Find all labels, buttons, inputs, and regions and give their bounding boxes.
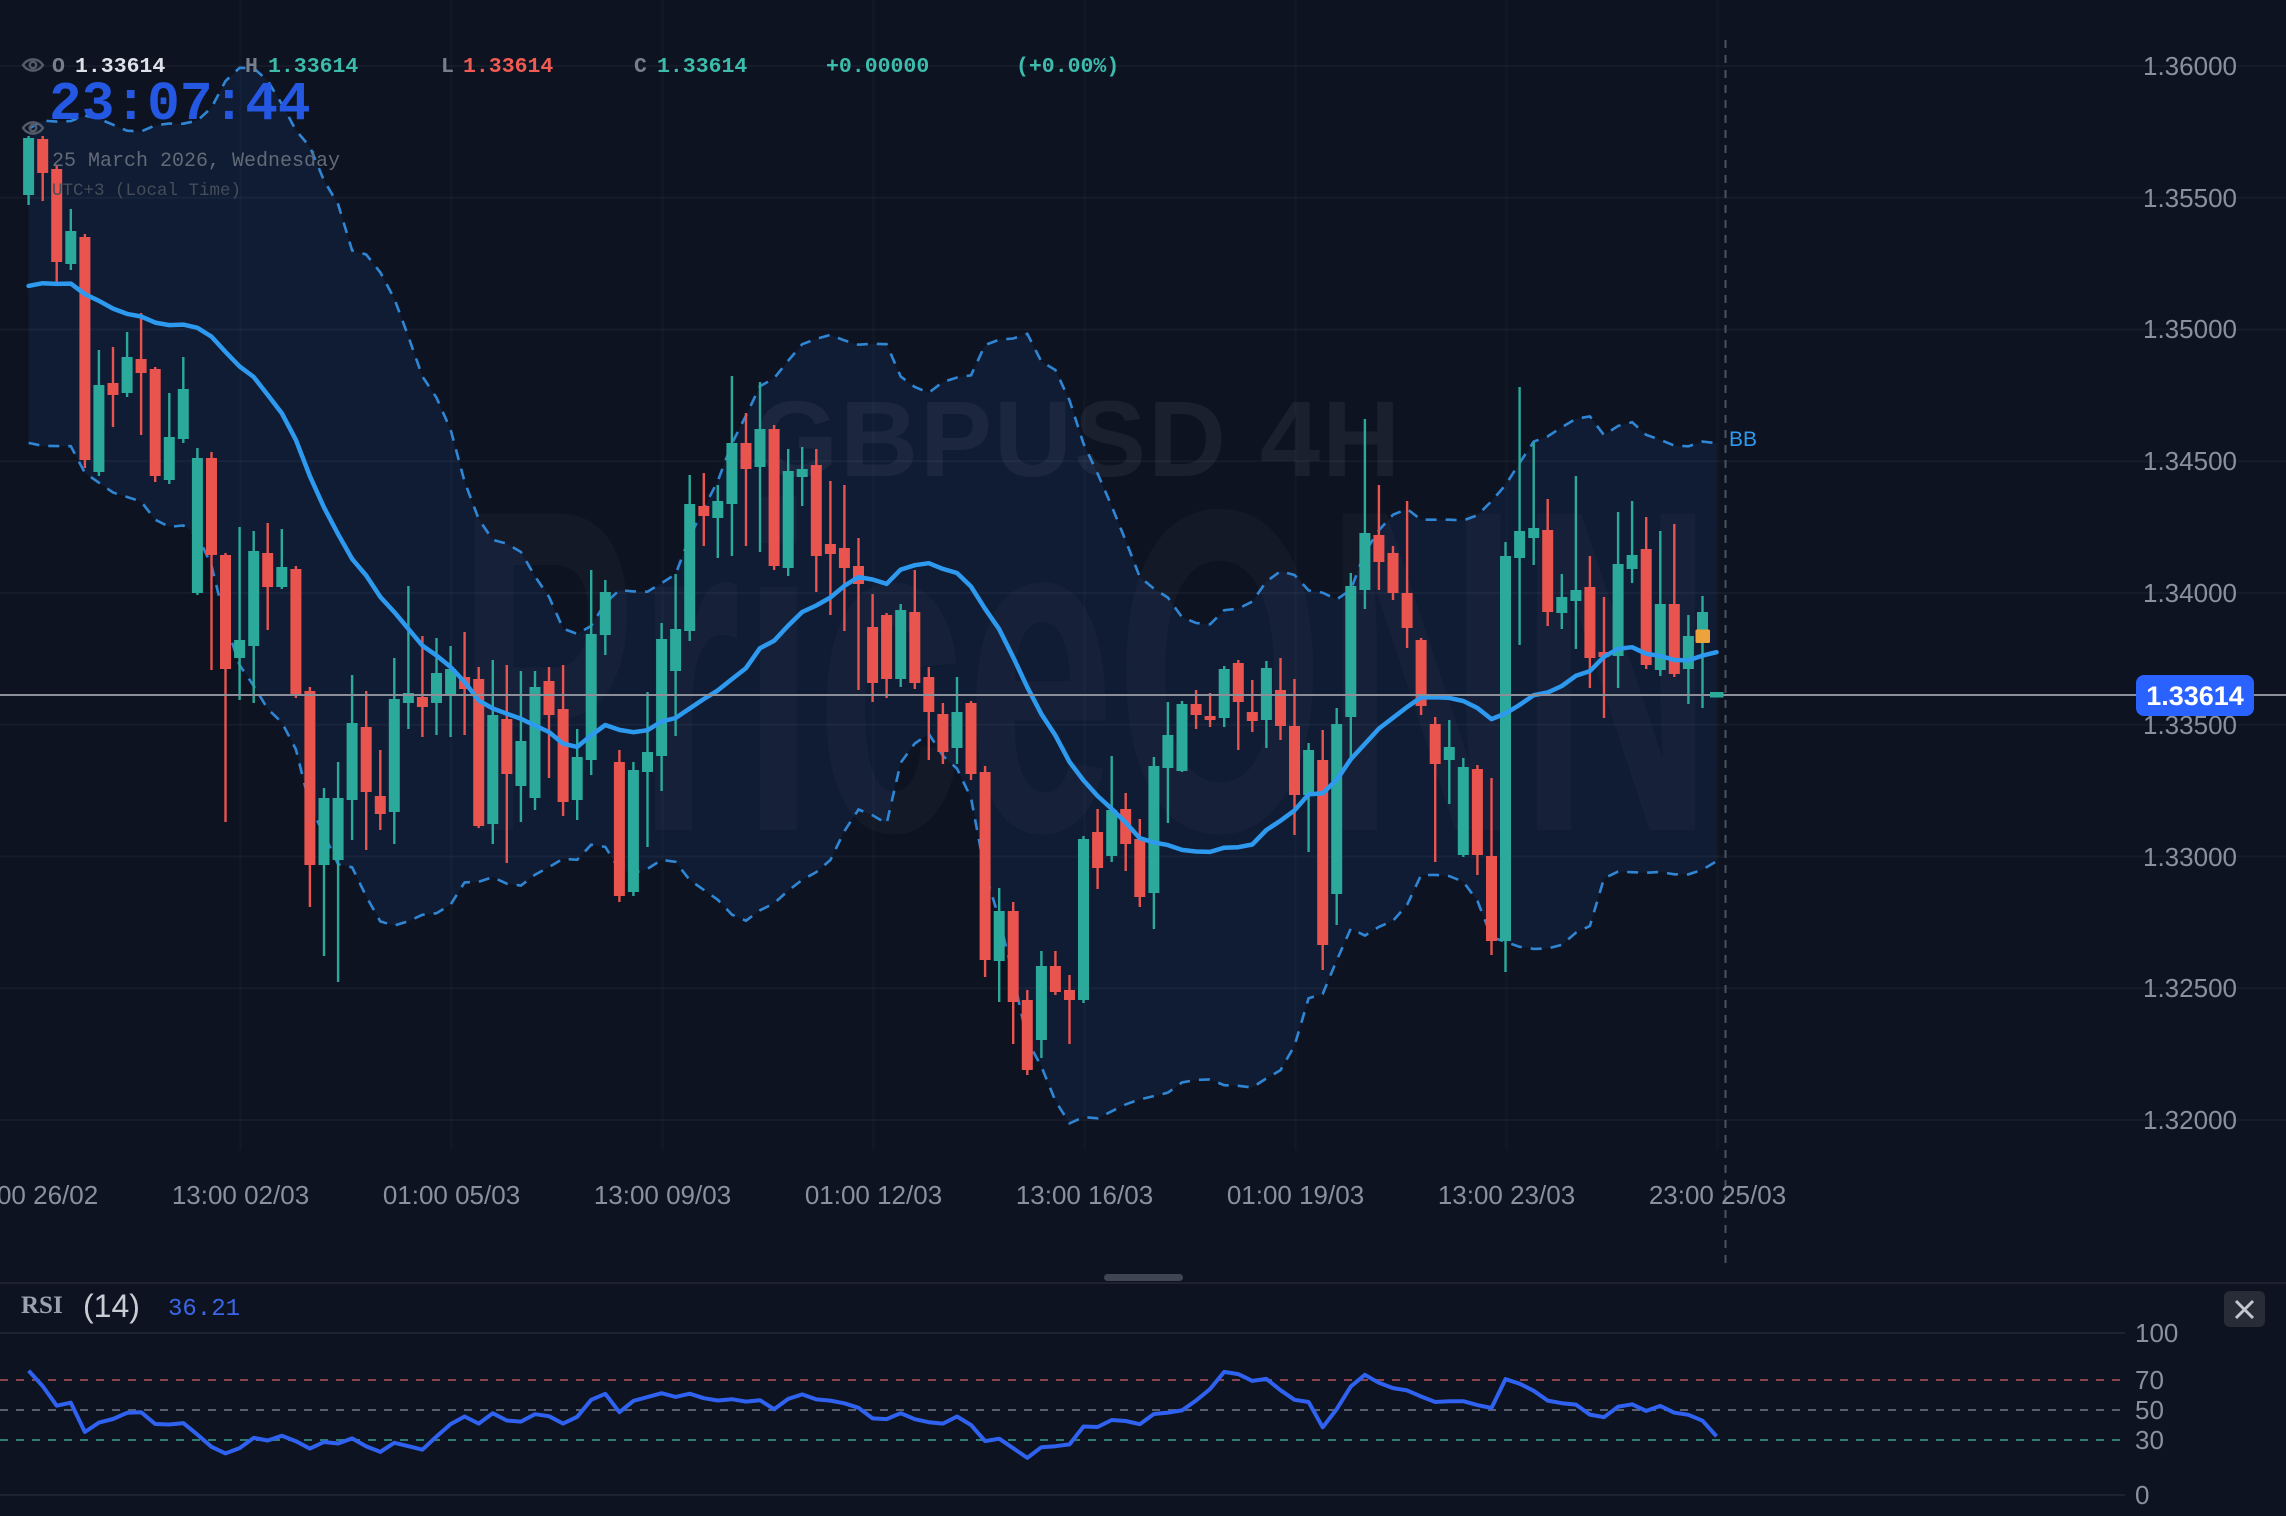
svg-text:+0.00000: +0.00000: [826, 55, 929, 79]
svg-text:01:00 26/02: 01:00 26/02: [0, 1180, 98, 1210]
svg-text:1.32500: 1.32500: [2143, 973, 2237, 1003]
svg-text:13:00 09/03: 13:00 09/03: [594, 1180, 731, 1210]
svg-text:1.34000: 1.34000: [2143, 578, 2237, 608]
svg-text:BB: BB: [1729, 428, 1757, 451]
svg-text:1.32000: 1.32000: [2143, 1105, 2237, 1135]
svg-text:H: H: [245, 55, 258, 79]
svg-text:13:00 16/03: 13:00 16/03: [1016, 1180, 1153, 1210]
svg-text:1.34500: 1.34500: [2143, 446, 2237, 476]
svg-text:01:00 19/03: 01:00 19/03: [1227, 1180, 1364, 1210]
svg-text:01:00 12/03: 01:00 12/03: [805, 1180, 942, 1210]
svg-text:1.33000: 1.33000: [2143, 842, 2237, 872]
svg-text:RSI: RSI: [21, 1292, 63, 1319]
svg-text:C: C: [634, 55, 647, 79]
svg-text:(+0.00%): (+0.00%): [1016, 55, 1119, 79]
svg-text:50: 50: [2135, 1395, 2164, 1425]
svg-text:1.35000: 1.35000: [2143, 314, 2237, 344]
svg-text:13:00 02/03: 13:00 02/03: [172, 1180, 309, 1210]
svg-text:(14): (14): [83, 1288, 140, 1324]
svg-text:L: L: [441, 55, 454, 79]
svg-text:23:00 25/03: 23:00 25/03: [1649, 1180, 1786, 1210]
svg-text:1.33614: 1.33614: [2146, 681, 2244, 711]
svg-text:13:00 23/03: 13:00 23/03: [1438, 1180, 1575, 1210]
svg-text:0: 0: [2135, 1480, 2149, 1510]
svg-text:GBPUSD 4H: GBPUSD 4H: [754, 378, 1402, 499]
svg-text:UTC+3 (Local Time): UTC+3 (Local Time): [52, 181, 241, 201]
svg-text:1.36000: 1.36000: [2143, 51, 2237, 81]
svg-text:100: 100: [2135, 1318, 2178, 1348]
svg-text:30: 30: [2135, 1425, 2164, 1455]
svg-text:25 March 2026, Wednesday: 25 March 2026, Wednesday: [52, 150, 340, 173]
svg-text:1.33614: 1.33614: [75, 55, 165, 79]
svg-text:O: O: [52, 55, 65, 79]
svg-text:1.35500: 1.35500: [2143, 183, 2237, 213]
svg-text:1.33614: 1.33614: [657, 55, 747, 79]
svg-text:01:00 05/03: 01:00 05/03: [383, 1180, 520, 1210]
svg-text:23:07:44: 23:07:44: [49, 75, 311, 136]
svg-text:70: 70: [2135, 1365, 2164, 1395]
svg-text:36.21: 36.21: [168, 1296, 240, 1323]
svg-text:1.33614: 1.33614: [463, 55, 553, 79]
svg-text:1.33614: 1.33614: [268, 55, 358, 79]
